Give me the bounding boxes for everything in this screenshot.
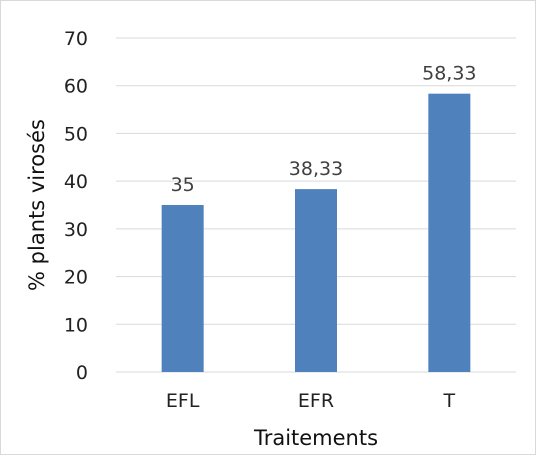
y-axis-title: % plants virosés — [25, 119, 49, 291]
x-tick-label: EFR — [298, 390, 334, 412]
data-label: 58,33 — [422, 63, 476, 85]
y-tick-label: 40 — [64, 171, 88, 193]
y-tick-labels: 0 10 20 30 40 50 60 70 — [64, 28, 88, 384]
y-tick-label: 60 — [64, 76, 88, 98]
y-tick-label: 20 — [64, 267, 88, 289]
x-tick-label: EFL — [166, 390, 200, 412]
bar — [161, 205, 204, 372]
bar — [295, 189, 337, 372]
data-label: 35 — [171, 174, 195, 196]
bars — [161, 93, 471, 373]
y-tick-label: 50 — [64, 123, 88, 145]
data-labels: 35 38,33 58,33 — [171, 63, 477, 196]
x-tick-labels: EFL EFR T — [166, 390, 456, 412]
y-tick-label: 10 — [64, 314, 88, 336]
y-tick-label: 0 — [76, 362, 88, 384]
x-axis-title: Traitements — [253, 426, 378, 450]
y-tick-label: 30 — [64, 219, 88, 241]
y-tick-label: 70 — [64, 28, 88, 50]
data-label: 38,33 — [289, 158, 343, 180]
x-tick-label: T — [443, 390, 456, 412]
bar — [428, 93, 471, 373]
